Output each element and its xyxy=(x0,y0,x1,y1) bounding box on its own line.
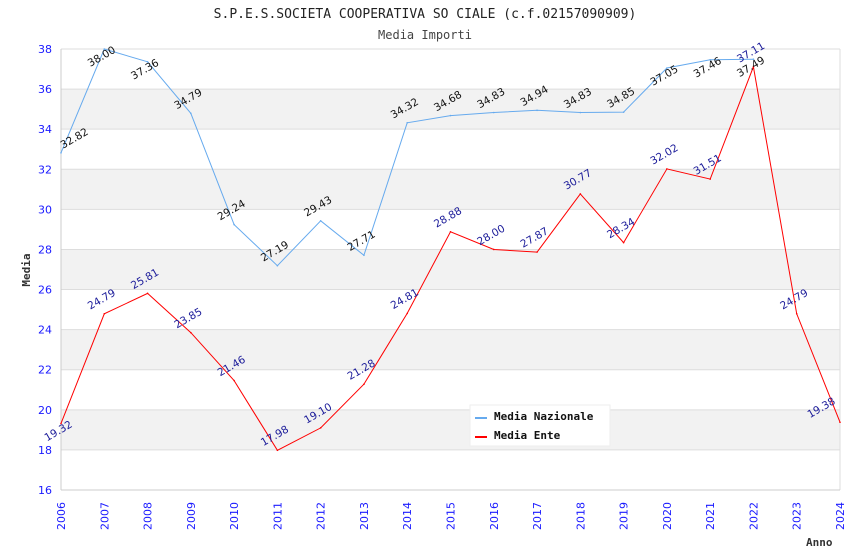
data-point-media-ente xyxy=(492,248,495,251)
grid-band xyxy=(61,89,840,130)
data-point-media-ente xyxy=(449,231,452,233)
data-point-media-ente xyxy=(666,168,668,170)
data-label-media-nazionale: 38.00 xyxy=(86,44,118,69)
x-tick-label: 2017 xyxy=(531,502,544,530)
legend-label-media-nazionale: Media Nazionale xyxy=(494,410,594,423)
data-point-media-nazionale xyxy=(449,114,452,117)
legend-label-media-ente: Media Ente xyxy=(494,429,561,442)
data-point-media-nazionale xyxy=(190,112,192,115)
data-point-media-ente xyxy=(146,292,149,295)
y-tick-label: 34 xyxy=(38,123,52,136)
data-label-media-ente: 24.79 xyxy=(86,287,118,312)
data-label-media-ente: 32.02 xyxy=(648,142,680,167)
chart-title: S.P.E.S.SOCIETA COOPERATIVA SO CIALE (c.… xyxy=(214,7,637,22)
data-point-media-nazionale xyxy=(146,61,149,63)
data-label-media-ente: 23.85 xyxy=(172,306,204,331)
x-tick-label: 2013 xyxy=(358,502,371,530)
y-tick-label: 30 xyxy=(38,203,52,216)
data-point-media-nazionale xyxy=(363,254,365,257)
data-point-media-ente xyxy=(406,312,409,315)
y-tick-label: 36 xyxy=(38,83,52,96)
y-tick-label: 22 xyxy=(38,364,52,377)
x-tick-label: 2015 xyxy=(445,502,458,530)
data-point-media-ente xyxy=(709,178,711,180)
data-point-media-nazionale xyxy=(276,264,279,267)
x-tick-label: 2009 xyxy=(185,502,198,530)
y-tick-label: 24 xyxy=(38,324,52,337)
data-point-media-ente xyxy=(60,422,62,425)
x-tick-label: 2007 xyxy=(98,502,111,530)
legend: Media Nazionale Media Ente xyxy=(469,404,611,447)
data-point-media-ente xyxy=(795,313,798,315)
y-tick-label: 28 xyxy=(38,243,52,256)
data-point-media-nazionale xyxy=(319,219,322,222)
x-tick-label: 2008 xyxy=(142,502,155,530)
data-label-media-ente: 27.87 xyxy=(519,225,551,250)
data-label-media-nazionale: 32.82 xyxy=(59,126,91,151)
data-point-media-ente xyxy=(319,427,322,429)
data-label-media-nazionale: 37.05 xyxy=(648,63,680,88)
data-point-media-ente xyxy=(752,66,755,68)
data-label-media-ente: 24.79 xyxy=(778,287,810,312)
y-tick-label: 26 xyxy=(38,284,52,297)
data-point-media-ente xyxy=(233,379,235,382)
data-label-media-nazionale: 37.46 xyxy=(692,55,724,81)
grid-band xyxy=(61,249,840,290)
legend-box xyxy=(469,404,611,447)
data-point-media-nazionale xyxy=(233,223,235,226)
x-tick-label: 2021 xyxy=(704,502,717,530)
x-tick-label: 2023 xyxy=(791,502,804,530)
x-tick-label: 2012 xyxy=(315,502,328,530)
x-tick-label: 2018 xyxy=(574,502,587,530)
data-point-media-nazionale xyxy=(709,59,711,61)
x-tick-label: 2006 xyxy=(55,502,68,530)
y-tick-label: 20 xyxy=(38,404,52,417)
data-point-media-nazionale xyxy=(492,111,495,114)
data-label-media-ente: 28.34 xyxy=(605,216,637,242)
data-point-media-ente xyxy=(579,193,582,195)
x-tick-label: 2020 xyxy=(661,502,674,530)
y-tick-label: 16 xyxy=(38,484,52,497)
x-axis-label: Anno xyxy=(806,536,833,549)
legend-swatch-media-nazionale xyxy=(475,417,487,419)
data-point-media-ente xyxy=(536,251,538,253)
x-tick-label: 2024 xyxy=(834,502,847,530)
y-tick-label: 18 xyxy=(38,444,52,457)
chart-subtitle: Media Importi xyxy=(378,28,472,42)
data-point-media-nazionale xyxy=(579,111,582,114)
grid-band xyxy=(61,409,840,450)
x-tick-label: 2010 xyxy=(228,502,241,530)
grid-band xyxy=(61,329,840,370)
data-point-media-ente xyxy=(622,241,625,244)
legend-swatch-media-ente xyxy=(475,436,487,438)
x-tick-label: 2014 xyxy=(401,502,414,530)
data-point-media-nazionale xyxy=(622,111,625,113)
data-point-media-nazionale xyxy=(536,109,538,112)
y-tick-label: 38 xyxy=(38,43,52,56)
data-point-media-nazionale xyxy=(752,58,755,61)
data-point-media-nazionale xyxy=(406,121,409,124)
data-point-media-nazionale xyxy=(103,48,106,50)
data-label-media-ente: 24.81 xyxy=(389,287,421,312)
y-tick-label: 32 xyxy=(38,163,52,176)
data-point-media-ente xyxy=(276,449,279,452)
data-point-media-ente xyxy=(103,313,106,315)
data-point-media-ente xyxy=(190,331,192,334)
data-label-media-ente: 28.00 xyxy=(475,223,507,248)
data-point-media-ente xyxy=(839,421,841,424)
data-point-media-nazionale xyxy=(60,152,62,154)
data-point-media-ente xyxy=(363,383,365,385)
x-tick-label: 2016 xyxy=(488,502,501,530)
data-point-media-nazionale xyxy=(666,67,668,69)
grid-band xyxy=(61,169,840,210)
y-axis-label: Media xyxy=(20,253,33,286)
x-tick-label: 2019 xyxy=(618,502,631,530)
x-tick-label: 2022 xyxy=(747,502,760,530)
x-tick-label: 2011 xyxy=(271,502,284,530)
